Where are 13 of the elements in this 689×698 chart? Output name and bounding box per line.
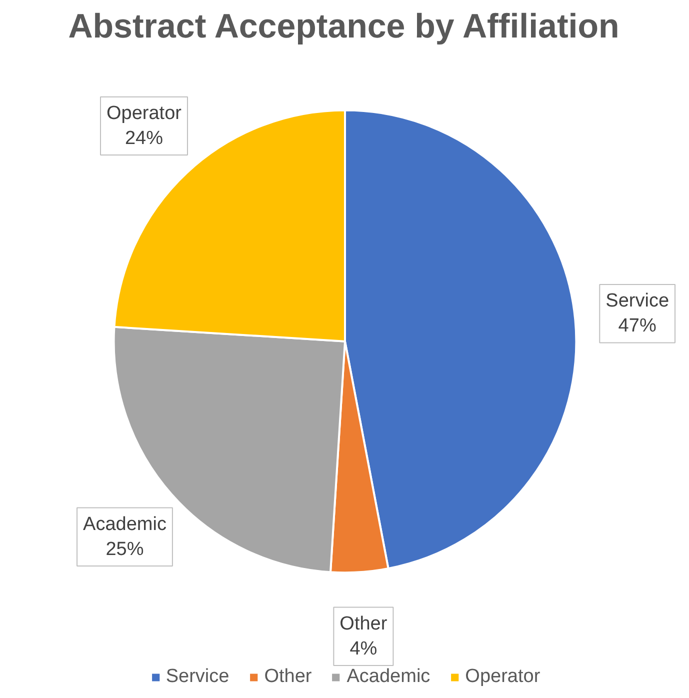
slice-label: Service bbox=[606, 290, 670, 312]
chart-title: Abstract Acceptance by Affiliation bbox=[68, 8, 620, 46]
legend-label: Operator bbox=[465, 666, 540, 688]
slice-label: Operator bbox=[106, 102, 182, 124]
data-label: 47% bbox=[618, 316, 656, 337]
data-label: 4% bbox=[350, 638, 378, 660]
legend-label: Other bbox=[264, 666, 312, 688]
data-label: 24% bbox=[124, 128, 164, 150]
legend-label: Service bbox=[166, 666, 230, 688]
slice-label: Academic bbox=[83, 514, 166, 535]
legend-label: Academic bbox=[346, 666, 430, 688]
slice-label: Other bbox=[340, 613, 388, 634]
data-label: 25% bbox=[106, 538, 144, 560]
